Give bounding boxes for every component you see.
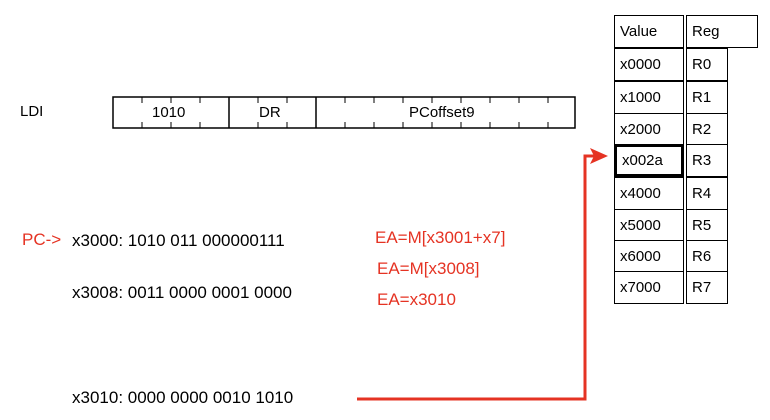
register-name-r5: R5 (686, 209, 728, 242)
pc-pointer: PC-> (22, 230, 62, 249)
header-value: Value (614, 15, 684, 48)
field-opcode: 1010 (152, 104, 186, 121)
register-name-r2: R2 (686, 113, 728, 146)
ea-step-1: EA=M[x3001+x7] (375, 228, 506, 247)
field-dr: DR (259, 104, 281, 121)
memory-line-x3008: x3008: 0011 0000 0001 0000 (72, 283, 292, 302)
register-name-r7: R7 (686, 271, 728, 304)
instruction-name: LDI (20, 103, 44, 120)
memory-line-x3000: x3000: 1010 011 000000111 (72, 231, 285, 250)
ea-step-3: EA=x3010 (377, 290, 456, 309)
arrow-head (590, 148, 608, 164)
bit-ticks (141, 97, 549, 128)
register-value-r3: x002a (614, 144, 684, 177)
instruction-bar (112, 96, 576, 129)
register-name-r1: R1 (686, 81, 728, 114)
register-name-r4: R4 (686, 177, 728, 210)
field-dividers (228, 97, 317, 128)
register-value-r2: x2000 (614, 113, 684, 146)
field-pcoffset9: PCoffset9 (409, 104, 475, 121)
register-value-r1: x1000 (614, 81, 684, 114)
header-reg: Reg (686, 15, 758, 48)
register-value-r6: x6000 (614, 240, 684, 273)
register-name-r6: R6 (686, 240, 728, 273)
data-flow-arrow (357, 154, 600, 401)
ea-step-2: EA=M[x3008] (377, 259, 480, 278)
register-name-r0: R0 (686, 48, 728, 81)
register-value-r7: x7000 (614, 271, 684, 304)
register-value-r5: x5000 (614, 209, 684, 242)
register-name-r3: R3 (686, 144, 728, 177)
register-value-r4: x4000 (614, 177, 684, 210)
register-value-r0: x0000 (614, 48, 684, 81)
memory-line-x3010: x3010: 0000 0000 0010 1010 (72, 388, 294, 407)
